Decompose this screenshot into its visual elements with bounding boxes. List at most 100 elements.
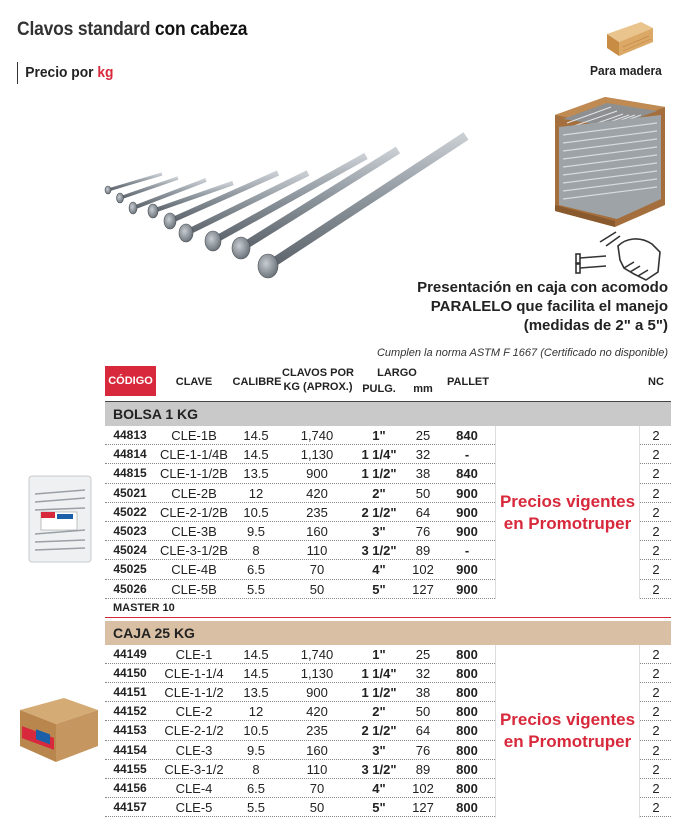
cell-clave: CLE-2-1/2B <box>160 504 228 520</box>
table-row: 44149 CLE-1 14.5 1,740 1" 25 800 2 <box>105 645 671 664</box>
cell-clave: CLE-5B <box>171 581 217 597</box>
cell-length-mm: 76 <box>415 523 431 539</box>
master-label: MASTER 10 <box>105 599 671 618</box>
cell-length-mm: 76 <box>415 742 431 758</box>
cell-clave: CLE-4B <box>171 562 217 578</box>
cell-calibre: 5.5 <box>246 581 266 597</box>
cell-length-mm: 102 <box>412 781 434 796</box>
cell-length-mm: 127 <box>412 800 434 816</box>
header-calibre: CALIBRE <box>232 376 282 388</box>
cell-length-inches: 1" <box>372 428 386 443</box>
caja-promo-line-2: en Promotruper <box>503 732 632 752</box>
cell-code: 45022 <box>113 504 147 519</box>
cell-length-inches: 3" <box>372 742 386 758</box>
bolsa-promo-cell: Precios vigentes en Promotruper <box>495 426 640 599</box>
cell-nc: 2 <box>652 800 660 816</box>
cell-nc: 2 <box>652 781 660 796</box>
wood-label: Para madera <box>590 63 662 78</box>
cell-nc: 2 <box>652 504 660 520</box>
cell-length-inches: 2" <box>372 485 386 501</box>
cell-calibre: 9.5 <box>246 742 266 758</box>
cell-pallet: 840 <box>456 428 478 443</box>
cell-length-mm: 50 <box>415 485 431 501</box>
cell-clave: CLE-1 <box>175 646 213 662</box>
nails-table: CÓDIGO CLAVE CALIBRE CLAVOS POR KG (APRO… <box>105 364 671 818</box>
cell-code: 44154 <box>113 742 147 757</box>
cell-code: 44153 <box>113 723 147 738</box>
header-mm: mm <box>413 383 433 395</box>
bolsa-promo-line-1: Precios vigentes <box>499 491 636 511</box>
cell-nc: 2 <box>652 466 660 482</box>
cell-calibre: 14.5 <box>243 646 269 662</box>
hand-picking-nails-icon <box>575 231 661 281</box>
cell-length-inches: 5" <box>372 800 386 816</box>
cell-nc: 2 <box>652 562 660 578</box>
cell-length-inches: 1 1/4" <box>361 665 397 681</box>
cell-clave: CLE-3B <box>171 523 217 539</box>
cell-clavos-per-kg: 1,130 <box>300 665 334 681</box>
title-regular: Clavos standard <box>17 19 151 40</box>
nail-box-photo <box>555 97 665 227</box>
cell-nc: 2 <box>652 447 660 463</box>
nail-box-25kg-photo <box>20 698 98 762</box>
cell-length-inches: 3 1/2" <box>361 543 397 559</box>
cell-clavos-per-kg: 235 <box>306 504 328 520</box>
cell-pallet: 800 <box>456 723 478 739</box>
cell-clavos-per-kg: 70 <box>309 562 325 578</box>
cell-calibre: 10.5 <box>243 723 269 739</box>
cell-code: 44151 <box>113 685 147 700</box>
bolsa-rows: 44813 CLE-1B 14.5 1,740 1" 25 840 2 44814 CLE-1-1… <box>105 426 671 599</box>
cell-clave: CLE-5 <box>175 800 213 816</box>
cell-length-mm: 38 <box>415 685 431 701</box>
cell-clavos-per-kg: 110 <box>306 543 328 559</box>
cell-clavos-per-kg: 420 <box>306 485 328 501</box>
cell-length-mm: 102 <box>412 562 434 578</box>
cell-nc: 2 <box>652 543 660 559</box>
cell-length-inches: 3 1/2" <box>361 761 397 777</box>
header-nc: NC <box>648 376 664 388</box>
cell-calibre: 13.5 <box>243 685 269 701</box>
cell-calibre: 14.5 <box>243 447 269 463</box>
caja-promo-cell: Precios vigentes en Promotruper <box>495 644 640 818</box>
cell-code: 44815 <box>113 466 147 481</box>
cell-code: 45025 <box>113 562 147 577</box>
table-row: 45026 CLE-5B 5.5 50 5" 127 900 2 <box>105 580 671 599</box>
cell-clave: CLE-4 <box>175 781 213 796</box>
table-row: 44151 CLE-1-1/2 13.5 900 1 1/2" 38 800 2 <box>105 683 671 703</box>
cell-code: 44157 <box>113 800 147 815</box>
table-row: 44155 CLE-3-1/2 8 110 3 1/2" 89 800 2 <box>105 760 671 779</box>
cell-pallet: 800 <box>456 704 478 720</box>
cell-nc: 2 <box>652 685 660 701</box>
cell-length-mm: 32 <box>415 447 431 463</box>
cell-length-inches: 5" <box>372 581 386 597</box>
cell-code: 44155 <box>113 761 147 776</box>
cell-clavos-per-kg: 50 <box>309 581 325 597</box>
cell-length-mm: 38 <box>415 466 431 482</box>
table-row: 45021 CLE-2B 12 420 2" 50 900 2 <box>105 484 671 503</box>
table-row: 45025 CLE-4B 6.5 70 4" 102 900 2 <box>105 560 671 580</box>
cell-pallet: 800 <box>456 800 478 816</box>
cell-length-mm: 89 <box>415 543 431 559</box>
table-row: 44150 CLE-1-1/4 14.5 1,130 1 1/4" 32 800 2 <box>105 664 671 684</box>
cell-clavos-per-kg: 70 <box>309 781 325 796</box>
cell-length-inches: 1 1/2" <box>361 685 397 701</box>
cell-clave: CLE-1-1/4 <box>164 665 224 681</box>
cell-length-mm: 127 <box>412 581 434 597</box>
cell-pallet: - <box>464 447 470 463</box>
table-row: 44814 CLE-1-1/4B 14.5 1,130 1 1/4" 32 - 2 <box>105 445 671 465</box>
price-unit-line: Precio por kg <box>17 62 113 84</box>
table-row: 44813 CLE-1B 14.5 1,740 1" 25 840 2 <box>105 426 671 446</box>
price-unit: kg <box>97 64 114 81</box>
cell-length-mm: 25 <box>415 646 431 662</box>
cell-code: 44152 <box>113 704 147 719</box>
norma-note: Cumplen la norma ASTM F 1667 (Certificad… <box>376 347 668 359</box>
cell-code: 44150 <box>113 665 147 680</box>
cell-length-inches: 2 1/2" <box>361 723 397 739</box>
header-largo: LARGO <box>377 367 417 379</box>
table-row: 45022 CLE-2-1/2B 10.5 235 2 1/2" 64 900 2 <box>105 503 671 522</box>
cell-clave: CLE-3-1/2 <box>164 761 224 777</box>
table-header: CÓDIGO CLAVE CALIBRE CLAVOS POR KG (APRO… <box>105 364 671 402</box>
table-row: 45023 CLE-3B 9.5 160 3" 76 900 2 <box>105 522 671 542</box>
header-kg-aprox: KG (APROX.) <box>283 381 353 393</box>
presentation-description: Presentación en caja con acomodo PARALEL… <box>395 278 668 335</box>
